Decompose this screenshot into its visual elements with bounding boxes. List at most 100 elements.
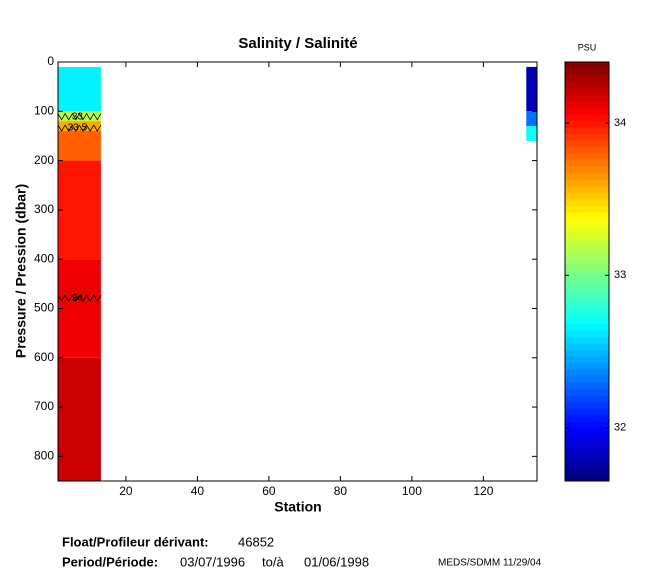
colorbar-segment <box>565 356 609 364</box>
colorbar-segment <box>565 75 609 83</box>
heat-cell <box>58 259 101 358</box>
y-tick-label: 400 <box>34 251 54 265</box>
x-tick-label: 100 <box>402 484 422 498</box>
contour-label: 33.5 <box>68 123 88 134</box>
colorbar-segment <box>565 395 609 403</box>
colorbar-segment <box>565 206 609 214</box>
colorbar-segment <box>565 173 609 181</box>
colorbar-segment <box>565 258 609 266</box>
heat-cell <box>58 66 101 112</box>
heat-cell <box>526 66 537 112</box>
colorbar-segment <box>565 278 609 286</box>
plot-frame <box>57 61 538 482</box>
contour-line <box>57 112 102 121</box>
heat-cell <box>58 357 101 481</box>
colorbar-segment <box>565 140 609 148</box>
colorbar-segment <box>565 435 609 443</box>
colorbar-segment <box>565 147 609 155</box>
colorbar-segment <box>565 454 609 462</box>
heat-cell <box>526 126 537 141</box>
contour-line <box>57 294 102 302</box>
colorbar-segment <box>565 291 609 299</box>
period-label: Period/Période: <box>62 554 158 569</box>
colorbar-segment <box>565 225 609 233</box>
x-tick-label: 120 <box>473 484 493 498</box>
colorbar-segment <box>565 238 609 246</box>
colorbar-segment <box>565 317 609 325</box>
contour-line <box>57 124 102 132</box>
chart-title: Salinity / Salinité <box>238 35 357 52</box>
credit: MEDS/SDMM 11/29/04 <box>438 558 542 569</box>
heat-cell <box>58 160 101 260</box>
colorbar-segment <box>565 428 609 436</box>
y-tick-label: 300 <box>34 202 54 216</box>
period-start: 03/07/1996 <box>180 554 245 569</box>
colorbar-segment <box>565 389 609 397</box>
y-tick-label: 800 <box>34 449 54 463</box>
colorbar-segment <box>565 120 609 128</box>
colorbar-tick-label: 32 <box>614 422 626 434</box>
colorbar-segment <box>565 264 609 272</box>
colorbar-segment <box>565 304 609 312</box>
heat-cell <box>526 111 537 127</box>
colorbar-segment <box>565 179 609 187</box>
y-tick-label: 200 <box>34 153 54 167</box>
colorbar-segment <box>565 284 609 292</box>
colorbar-segment <box>565 114 609 122</box>
colorbar-segment <box>565 199 609 207</box>
colorbar-segment <box>565 323 609 331</box>
colorbar-segment <box>565 134 609 142</box>
colorbar-segment <box>565 441 609 449</box>
colorbar-segment <box>565 408 609 417</box>
y-tick-label: 0 <box>47 54 54 68</box>
y-tick-label: 500 <box>34 301 54 315</box>
heat-cell <box>58 111 101 122</box>
colorbar-segment <box>565 297 609 305</box>
float-id: 46852 <box>238 534 274 549</box>
colorbar-segment <box>565 192 609 200</box>
colorbar-segment <box>565 376 609 384</box>
colorbar-segment <box>565 219 609 227</box>
heat-cell <box>58 131 101 161</box>
colorbar-segment <box>565 232 609 240</box>
colorbar-segment <box>565 310 609 318</box>
colorbar-segment <box>565 382 609 390</box>
colorbar-frame <box>564 61 610 482</box>
colorbar-segment <box>565 153 609 161</box>
colorbar-segment <box>565 448 609 456</box>
colorbar-segment <box>565 160 609 168</box>
x-axis-title: Station <box>274 499 321 515</box>
colorbar-tick-label: 33 <box>614 269 626 281</box>
colorbar-segment <box>565 271 609 279</box>
period-sep: to/à <box>262 554 284 569</box>
float-label: Float/Profileur dérivant: <box>62 534 209 549</box>
colorbar-segment <box>565 422 609 430</box>
colorbar-segment <box>565 166 609 174</box>
colorbar-segment <box>565 467 609 475</box>
colorbar-segment <box>565 245 609 253</box>
colorbar-segment <box>565 88 609 96</box>
colorbar-segment <box>565 350 609 358</box>
y-tick-label: 600 <box>34 350 54 364</box>
colorbar-segment <box>565 94 609 102</box>
colorbar-segment <box>565 107 609 115</box>
colorbar-segment <box>565 68 609 76</box>
colorbar-segment <box>565 81 609 89</box>
colorbar-segment <box>565 461 609 469</box>
colorbar-segment <box>565 343 609 351</box>
x-tick-label: 60 <box>262 484 276 498</box>
y-tick-label: 100 <box>34 103 54 117</box>
colorbar-segment <box>565 415 609 423</box>
colorbar-segment <box>565 62 609 70</box>
colorbar-segment <box>565 474 609 482</box>
colorbar-segment <box>565 402 609 410</box>
x-tick-label: 80 <box>334 484 348 498</box>
colorbar-segment <box>565 363 609 371</box>
colorbar-segment <box>565 186 609 194</box>
x-tick-label: 20 <box>119 484 133 498</box>
colorbar-segment <box>565 127 609 135</box>
colorbar-tick-label: 34 <box>614 117 626 129</box>
colorbar-segment <box>565 101 609 109</box>
contour-label: 34 <box>72 293 84 304</box>
